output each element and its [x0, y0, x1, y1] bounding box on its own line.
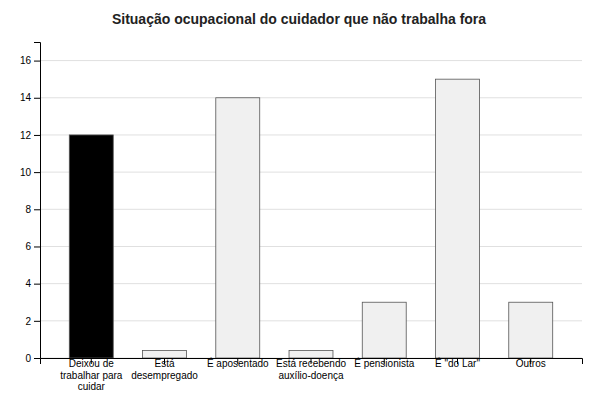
plot-area: 0 2 4 6 8 10 12 14 16 Deixou detrabalhar paracuid…	[20, 43, 583, 393]
tick-label-line: desempregado	[131, 370, 198, 381]
x-tick: Estádesempregado	[131, 358, 198, 381]
tick-label: 6	[25, 241, 31, 252]
tick-label-line: Está	[155, 358, 175, 369]
tick-mark	[34, 135, 40, 136]
grid-line	[40, 60, 582, 61]
tick-label: É pensionista	[354, 357, 414, 369]
y-tick: 0	[25, 353, 40, 364]
tick-label: É aposentado	[207, 357, 269, 369]
tick-mark	[34, 321, 40, 322]
bar	[69, 135, 113, 358]
tick-label: Deixou detrabalhar paracuidar	[60, 358, 123, 392]
tick-label: 8	[25, 204, 31, 215]
grid-line	[40, 172, 582, 173]
grid	[40, 61, 582, 358]
grid-line	[40, 97, 582, 98]
tick-label: 4	[25, 278, 31, 289]
grid-line	[40, 209, 582, 210]
tick-label-line: É aposentado	[207, 357, 269, 369]
y-tick: 2	[25, 316, 40, 327]
bar	[362, 302, 406, 358]
bars	[69, 79, 552, 358]
bar	[436, 79, 480, 358]
y-tick: 4	[25, 278, 40, 289]
chart-title: Situação ocupacional do cuidador que não…	[112, 11, 486, 27]
grid-line	[40, 134, 582, 135]
tick-label-line: É "do Lar"	[435, 357, 480, 369]
tick-label-line: Está recebendo	[276, 358, 346, 369]
tick-label: Outros	[516, 358, 546, 369]
tick-label: 16	[20, 55, 32, 66]
tick-label: 0	[25, 353, 31, 364]
tick-label: 12	[20, 130, 32, 141]
x-tick: Outros	[516, 358, 546, 369]
axis-line	[34, 43, 41, 359]
chart-svg: Situação ocupacional do cuidador que não…	[0, 0, 598, 420]
tick-label-line: trabalhar para	[60, 370, 123, 381]
tick-label-line: É pensionista	[354, 357, 414, 369]
y-tick: 12	[20, 130, 40, 141]
y-tick: 6	[25, 241, 40, 252]
tick-label-line: cuidar	[78, 381, 106, 392]
bar	[143, 351, 187, 358]
tick-label: 2	[25, 316, 31, 327]
x-tick: Está recebendoauxílio-doença	[276, 358, 346, 381]
x-tick: É aposentado	[207, 357, 269, 369]
tick-mark	[34, 172, 40, 173]
bar	[509, 302, 553, 358]
bar	[289, 351, 333, 358]
x-axis: Deixou detrabalhar paracuidar Estádesempr…	[41, 357, 583, 392]
y-tick: 16	[20, 55, 40, 66]
tick-mark	[34, 358, 40, 359]
tick-label-line: Outros	[516, 358, 546, 369]
y-axis: 0 2 4 6 8 10 12 14 16	[20, 43, 41, 364]
y-tick: 8	[25, 204, 40, 215]
tick-mark	[34, 98, 40, 99]
bar	[216, 98, 260, 358]
tick-label: 14	[20, 92, 32, 103]
tick-mark	[34, 284, 40, 285]
chart-container: Situação ocupacional do cuidador que não…	[0, 0, 598, 420]
grid-line	[40, 283, 582, 284]
x-tick: Deixou detrabalhar paracuidar	[60, 358, 123, 392]
x-tick: É "do Lar"	[435, 357, 480, 369]
tick-label: 10	[20, 167, 32, 178]
tick-mark	[34, 61, 40, 62]
y-tick: 14	[20, 92, 40, 103]
grid-line	[40, 320, 582, 321]
y-tick: 10	[20, 167, 40, 178]
tick-mark	[34, 246, 40, 247]
tick-label-line: Deixou de	[69, 358, 114, 369]
tick-label: Está recebendoauxílio-doença	[276, 358, 346, 381]
tick-label: É "do Lar"	[435, 357, 480, 369]
tick-label-line: auxílio-doença	[278, 370, 343, 381]
x-tick: É pensionista	[354, 357, 414, 369]
tick-label: Estádesempregado	[131, 358, 198, 381]
grid-line	[40, 246, 582, 247]
tick-mark	[34, 209, 40, 210]
